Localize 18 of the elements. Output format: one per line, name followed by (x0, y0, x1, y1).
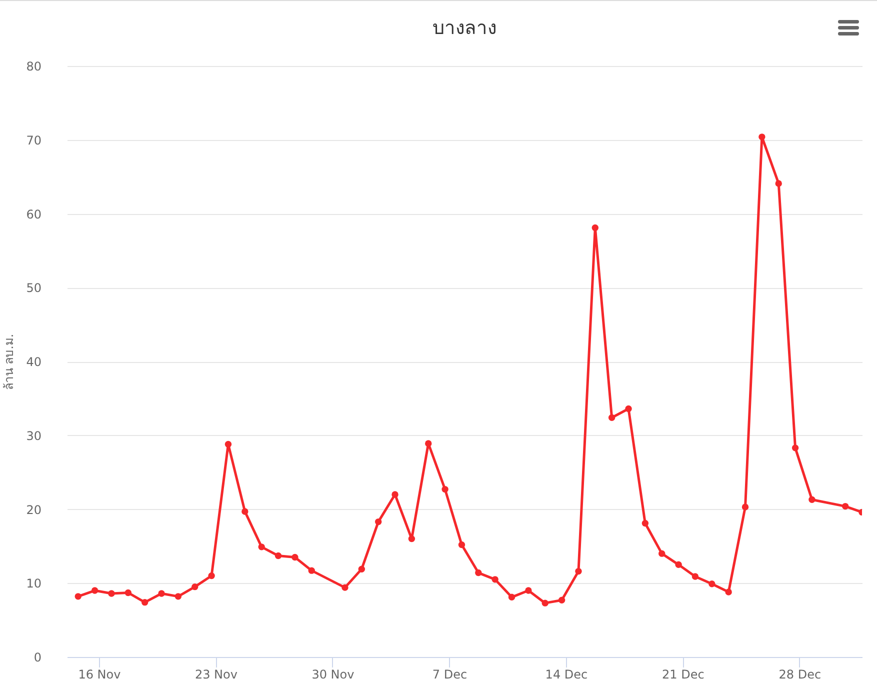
y-tick-label: 40 (26, 355, 42, 369)
y-tick-label: 0 (34, 650, 42, 664)
x-tick-label: 14 Dec (545, 668, 588, 682)
y-tick-label: 70 (26, 133, 42, 148)
x-tick-label: 28 Dec (778, 668, 822, 682)
x-tick-label: 7 Dec (432, 668, 468, 682)
x-tick-label: 16 Nov (78, 668, 121, 682)
y-tick-label: 80 (26, 60, 42, 74)
y-tick-label: 20 (26, 502, 42, 517)
x-tick-label: 21 Dec (662, 668, 704, 682)
chart-title: บางลาง (432, 17, 496, 39)
y-tick-label: 10 (26, 576, 42, 591)
y-tick-label: 30 (26, 428, 42, 443)
y-tick-label: 50 (26, 281, 42, 296)
y-tick-label: 60 (26, 207, 42, 222)
y-axis-title: ล้าน ลบ.ม. (2, 334, 16, 390)
x-tick-label: 23 Nov (194, 668, 238, 682)
x-tick-label: 30 Nov (312, 668, 354, 682)
